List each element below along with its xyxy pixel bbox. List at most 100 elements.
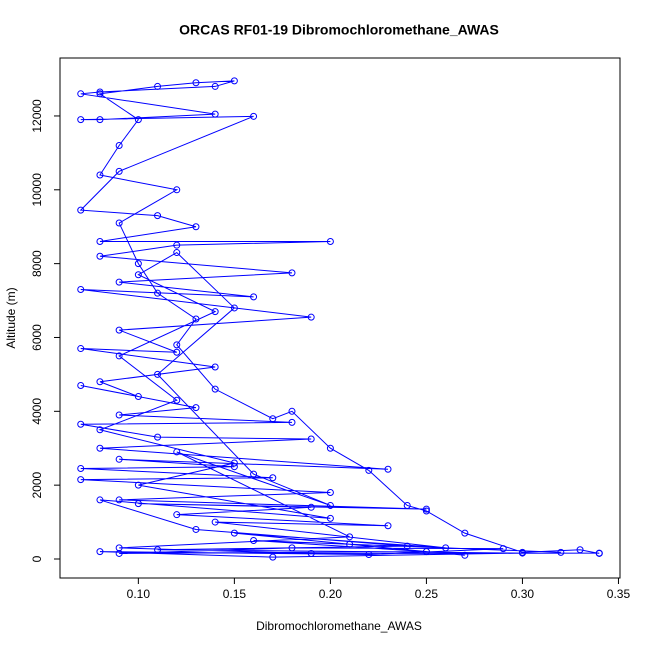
data-point [115, 219, 123, 227]
data-point [211, 308, 219, 316]
data-point [134, 116, 142, 124]
y-tick-label: 8000 [30, 250, 44, 277]
data-point [192, 79, 200, 87]
data-point [115, 544, 123, 552]
data-point [77, 116, 85, 124]
data-point [96, 88, 104, 96]
data-point [192, 404, 200, 412]
y-tick-label: 2000 [30, 471, 44, 498]
data-point [307, 503, 315, 511]
data-point [96, 90, 104, 98]
data-point [77, 420, 85, 428]
data-point [211, 110, 219, 118]
data-point [211, 518, 219, 526]
data-point [134, 500, 142, 508]
data-point [346, 540, 354, 548]
data-point [269, 553, 277, 561]
data-point [134, 260, 142, 268]
x-tick-label: 0.35 [607, 587, 631, 601]
data-point [173, 186, 181, 194]
data-point [288, 269, 296, 277]
data-point [173, 249, 181, 257]
data-point [115, 411, 123, 419]
data-point [211, 363, 219, 371]
data-point [154, 433, 162, 441]
data-point [154, 370, 162, 378]
data-point [96, 426, 104, 434]
data-point [365, 466, 373, 474]
data-point [346, 533, 354, 541]
data-point [211, 385, 219, 393]
data-point [77, 206, 85, 214]
data-point [461, 529, 469, 537]
data-point [173, 448, 181, 456]
data-point [403, 501, 411, 509]
data-point [173, 348, 181, 356]
y-tick-label: 4000 [30, 398, 44, 425]
x-tick-label: 0.25 [415, 587, 439, 601]
data-point [422, 507, 430, 515]
data-point [557, 548, 565, 556]
data-point [115, 278, 123, 286]
data-point [384, 465, 392, 473]
data-point [77, 476, 85, 484]
data-point [595, 549, 603, 557]
data-point [154, 546, 162, 554]
data-point [134, 393, 142, 401]
data-point [307, 549, 315, 557]
data-point [77, 381, 85, 389]
y-tick-label: 0 [30, 555, 44, 562]
data-point [96, 237, 104, 245]
data-point [230, 304, 238, 312]
data-point [250, 470, 258, 478]
data-point [250, 537, 258, 545]
data-point [154, 212, 162, 220]
data-point [461, 551, 469, 559]
data-point [96, 378, 104, 386]
x-tick-label: 0.20 [319, 587, 343, 601]
data-point [173, 341, 181, 349]
data-point [211, 82, 219, 90]
data-point [422, 548, 430, 556]
data-point [230, 459, 238, 467]
data-point [422, 505, 430, 513]
data-point [96, 444, 104, 452]
plot-frame [59, 57, 621, 579]
x-tick-label: 0.15 [223, 587, 247, 601]
data-line [79, 80, 600, 558]
data-point [77, 465, 85, 473]
data-point [192, 315, 200, 323]
data-point [403, 542, 411, 550]
data-point [115, 326, 123, 334]
data-point [442, 544, 450, 552]
x-axis-label: Dibromochloromethane_AWAS [256, 619, 422, 633]
data-point [173, 511, 181, 519]
data-point [384, 522, 392, 530]
data-point [154, 82, 162, 90]
data-point [96, 548, 104, 556]
data-point [115, 352, 123, 360]
data-point [77, 345, 85, 353]
data-point [230, 463, 238, 471]
y-axis-label: Altitude (m) [4, 287, 18, 348]
data-point [326, 501, 334, 509]
data-point [326, 514, 334, 522]
y-tick-label: 10000 [30, 173, 44, 207]
data-point [115, 496, 123, 504]
data-point [269, 415, 277, 423]
data-point [576, 546, 584, 554]
data-point [269, 474, 277, 482]
data-point [96, 252, 104, 260]
data-point [115, 141, 123, 149]
data-point [115, 167, 123, 175]
x-tick-label: 0.10 [127, 587, 151, 601]
x-tick-label: 0.30 [511, 587, 535, 601]
data-point [192, 223, 200, 231]
data-point [250, 112, 258, 120]
data-point [250, 293, 258, 301]
data-point [115, 455, 123, 463]
data-point [288, 544, 296, 552]
data-point [134, 271, 142, 279]
